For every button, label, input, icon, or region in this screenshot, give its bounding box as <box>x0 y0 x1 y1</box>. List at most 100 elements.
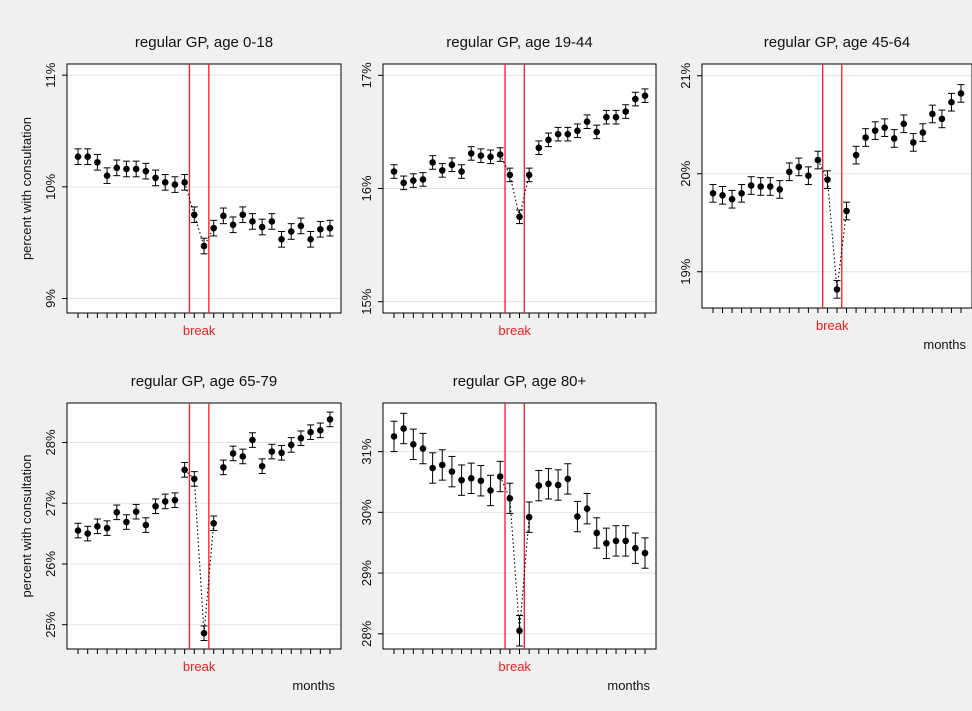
data-point <box>181 179 188 186</box>
data-point <box>554 481 562 489</box>
y-axis-label: percent with consultation <box>19 117 34 260</box>
data-point <box>448 161 456 169</box>
data-point <box>171 496 179 504</box>
data-point <box>268 218 276 225</box>
y-tick-label: 21% <box>678 62 693 88</box>
panel-4: regular GP, age 80+ 28% 29% 30% 31% break mont… <box>359 373 657 693</box>
data-point <box>181 466 188 474</box>
data-point <box>583 118 591 126</box>
data-point <box>843 207 850 215</box>
y-tick-label: 26% <box>43 551 58 577</box>
data-point <box>429 464 436 472</box>
plot-area <box>701 63 972 309</box>
panel-3: regular GP, age 65-79 25% 26% 27% 28% break mo… <box>19 373 342 693</box>
data-point <box>278 236 285 243</box>
data-point <box>747 182 755 189</box>
data-point <box>554 130 562 138</box>
chart-title: regular GP, age 19-44 <box>446 34 593 51</box>
data-point <box>622 108 629 115</box>
data-point <box>919 129 927 136</box>
data-point <box>593 529 601 537</box>
data-point <box>229 221 237 229</box>
data-point <box>258 223 266 231</box>
y-axis-label: percent with consultation <box>19 454 34 597</box>
data-point <box>622 537 629 545</box>
chart-title: regular GP, age 0-18 <box>135 34 273 51</box>
data-point <box>890 135 898 142</box>
data-point <box>766 183 774 190</box>
data-point <box>142 167 150 175</box>
data-point <box>307 236 314 243</box>
data-point <box>458 168 465 175</box>
data-point <box>719 192 726 199</box>
data-point <box>467 150 475 157</box>
dip-connector <box>817 159 848 290</box>
y-tick-label: 31% <box>359 438 374 464</box>
data-point <box>833 286 841 293</box>
data-point <box>210 519 217 527</box>
y-tick-label: 27% <box>43 490 58 516</box>
data-point <box>171 181 179 188</box>
y-tick-label: 10% <box>43 173 58 199</box>
data-point <box>200 242 208 250</box>
data-point <box>910 139 917 146</box>
data-point <box>297 222 305 230</box>
data-point <box>728 195 736 203</box>
data-point <box>525 513 533 521</box>
data-point <box>535 144 543 152</box>
data-point <box>113 164 121 172</box>
chart-title: regular GP, age 45-64 <box>764 34 911 51</box>
data-point <box>477 477 485 485</box>
data-point <box>467 475 475 482</box>
data-point <box>419 445 427 452</box>
data-point <box>593 128 601 136</box>
data-point <box>632 95 639 103</box>
break-label: break <box>498 323 531 338</box>
data-point <box>871 127 879 134</box>
y-tick-label: 30% <box>359 499 374 525</box>
data-point <box>142 521 150 529</box>
data-point <box>249 436 256 444</box>
panel-0: regular GP, age 0-18 9% 10% 11% break percent… <box>19 34 342 338</box>
data-point <box>103 172 111 179</box>
data-point <box>929 110 936 118</box>
data-point <box>938 115 946 123</box>
data-point <box>438 167 446 174</box>
dip-connector <box>184 182 215 248</box>
data-point <box>278 449 285 457</box>
data-point <box>220 212 227 220</box>
y-tick-label: 29% <box>359 560 374 586</box>
panel-2: regular GP, age 45-64 19% 20% 21% break month… <box>678 34 972 352</box>
data-point <box>84 153 91 160</box>
chart-title: regular GP, age 80+ <box>453 373 587 390</box>
data-point <box>641 549 649 557</box>
x-axis-label: months <box>607 678 650 693</box>
data-point <box>317 225 324 233</box>
chart-title: regular GP, age 65-79 <box>131 373 278 390</box>
data-point <box>900 120 908 128</box>
data-point <box>258 462 266 470</box>
data-point <box>94 523 101 530</box>
break-label: break <box>183 659 216 674</box>
y-tick-label: 28% <box>359 620 374 646</box>
y-tick-label: 11% <box>43 62 58 87</box>
data-point <box>438 461 446 469</box>
plot-area <box>382 402 657 650</box>
data-point <box>400 425 407 432</box>
y-tick-label: 25% <box>43 611 58 637</box>
data-point <box>390 168 398 175</box>
x-axis-label: months <box>923 337 966 352</box>
data-point <box>191 211 198 219</box>
data-point <box>200 629 208 637</box>
data-point <box>795 163 803 171</box>
data-point <box>326 224 334 232</box>
data-point <box>123 165 130 173</box>
data-point <box>249 218 256 225</box>
data-point <box>132 165 140 173</box>
data-point <box>545 480 552 488</box>
data-point <box>506 495 514 502</box>
data-point <box>410 441 417 448</box>
data-point <box>220 464 227 471</box>
data-point <box>535 482 543 489</box>
